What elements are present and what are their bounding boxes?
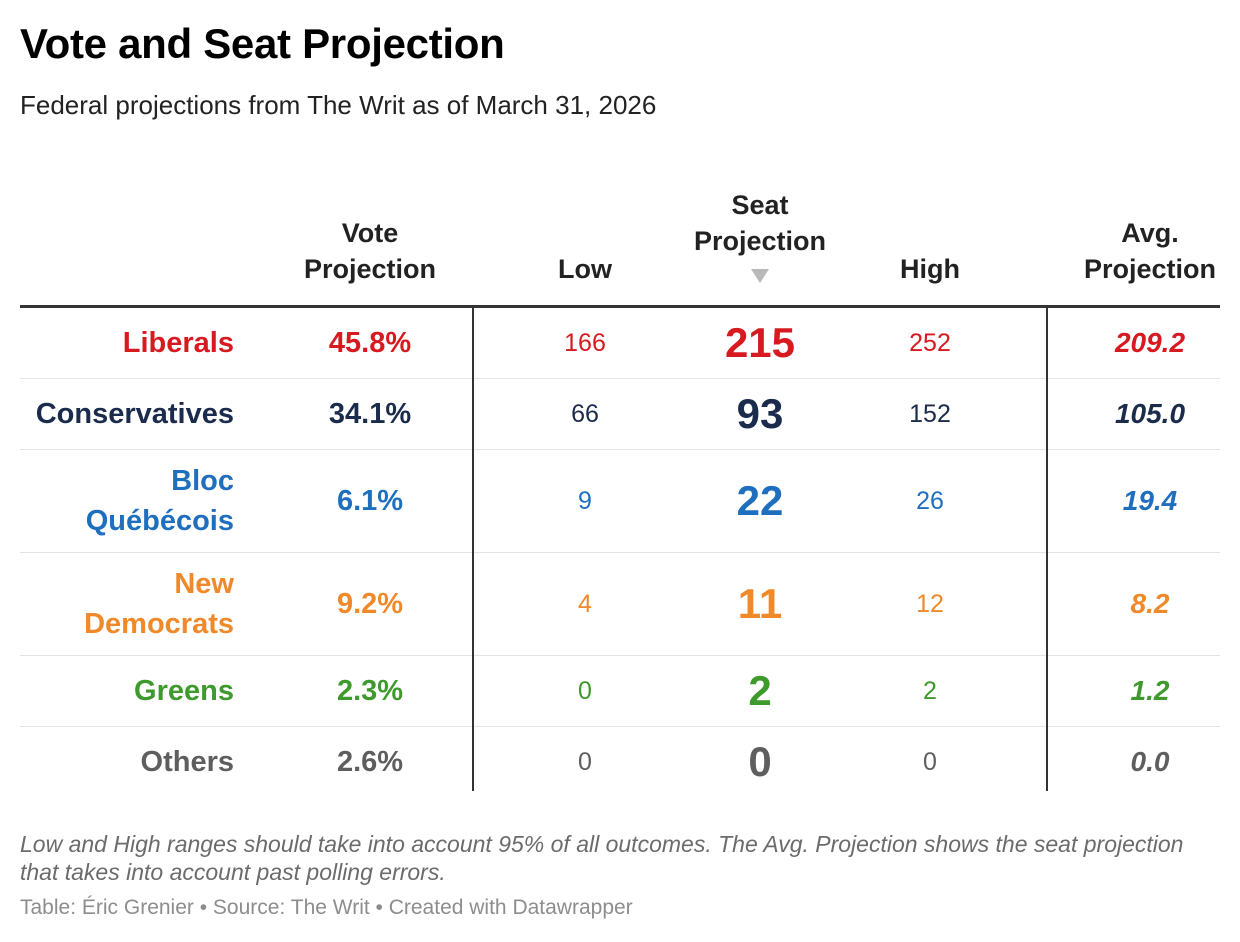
avg-projection-cell: 0.0 — [1130, 746, 1170, 777]
seat-high-cell: 252 — [909, 328, 951, 357]
seat-projection-cell: 0 — [748, 738, 772, 785]
byline: Table: Éric Grenier • Source: The Writ •… — [20, 896, 633, 919]
vote-projection-cell: 34.1% — [328, 397, 412, 430]
vote-projection-cell: 2.3% — [336, 674, 404, 707]
seat-high-cell: 0 — [923, 747, 937, 776]
seat-low-cell: 0 — [578, 676, 592, 705]
avg-projection-cell: 209.2 — [1114, 327, 1186, 358]
table-row: Greens 2.3% 0 2 2 1.2 — [20, 656, 1220, 727]
vote-projection-cell: 6.1% — [336, 484, 404, 517]
vote-projection-cell: 9.2% — [336, 587, 404, 620]
party-name: Liberals — [122, 327, 234, 359]
sort-descending-icon[interactable] — [751, 269, 769, 283]
page-title: Vote and Seat Projection — [20, 20, 505, 67]
avg-projection-cell: 1.2 — [1130, 675, 1170, 706]
seat-high-cell: 26 — [916, 486, 944, 515]
seat-high-cell: 152 — [909, 399, 951, 428]
seat-projection-cell: 215 — [724, 319, 796, 366]
vote-projection-cell: 2.6% — [336, 745, 404, 778]
party-name: Conservatives — [35, 398, 234, 430]
seat-high-cell: 2 — [923, 676, 937, 705]
table-header: Vote Projection Low Seat Projection High… — [20, 180, 1220, 308]
column-divider-right — [1046, 305, 1048, 791]
seat-projection-cell: 2 — [748, 667, 772, 714]
projection-table: Vote Projection Low Seat Projection High… — [20, 180, 1220, 797]
table-row: Conservatives 34.1% 66 93 152 105.0 — [20, 379, 1220, 450]
party-name: New Democrats — [84, 568, 234, 640]
table-row: Liberals 45.8% 166 215 252 209.2 — [20, 308, 1220, 379]
table-body: Liberals 45.8% 166 215 252 209.2 Conservatives… — [20, 308, 1220, 797]
vote-projection-cell: 45.8% — [328, 326, 412, 359]
seat-projection-cell: 22 — [736, 477, 784, 524]
table-notes: Low and High ranges should take into acc… — [20, 831, 1184, 885]
page-subtitle: Federal projections from The Writ as of … — [20, 90, 657, 120]
avg-projection-cell: 19.4 — [1122, 485, 1178, 516]
seat-low-cell: 9 — [578, 486, 592, 515]
column-divider-left — [472, 305, 474, 791]
party-name: Bloc Québécois — [85, 465, 234, 537]
column-header-vote[interactable]: Vote Projection — [303, 218, 437, 284]
column-header-high[interactable]: High — [900, 254, 960, 284]
seat-projection-cell: 93 — [736, 390, 784, 437]
avg-projection-cell: 8.2 — [1130, 588, 1170, 619]
seat-low-cell: 166 — [564, 328, 606, 357]
seat-high-cell: 12 — [916, 589, 944, 618]
column-header-avg[interactable]: Avg. Projection — [1083, 218, 1217, 284]
seat-projection-cell: 11 — [737, 580, 783, 627]
column-header-low[interactable]: Low — [558, 254, 612, 284]
seat-low-cell: 4 — [578, 589, 592, 618]
seat-low-cell: 66 — [571, 399, 599, 428]
table-row: Others 2.6% 0 0 0 0.0 — [20, 727, 1220, 797]
table-row: New Democrats 9.2% 4 11 12 8.2 — [20, 553, 1220, 656]
column-header-seat[interactable]: Seat Projection — [670, 187, 850, 283]
avg-projection-cell: 105.0 — [1114, 398, 1186, 429]
party-name: Others — [140, 746, 234, 778]
party-name: Greens — [134, 675, 234, 707]
seat-low-cell: 0 — [578, 747, 592, 776]
table-row: Bloc Québécois 6.1% 9 22 26 19.4 — [20, 450, 1220, 553]
